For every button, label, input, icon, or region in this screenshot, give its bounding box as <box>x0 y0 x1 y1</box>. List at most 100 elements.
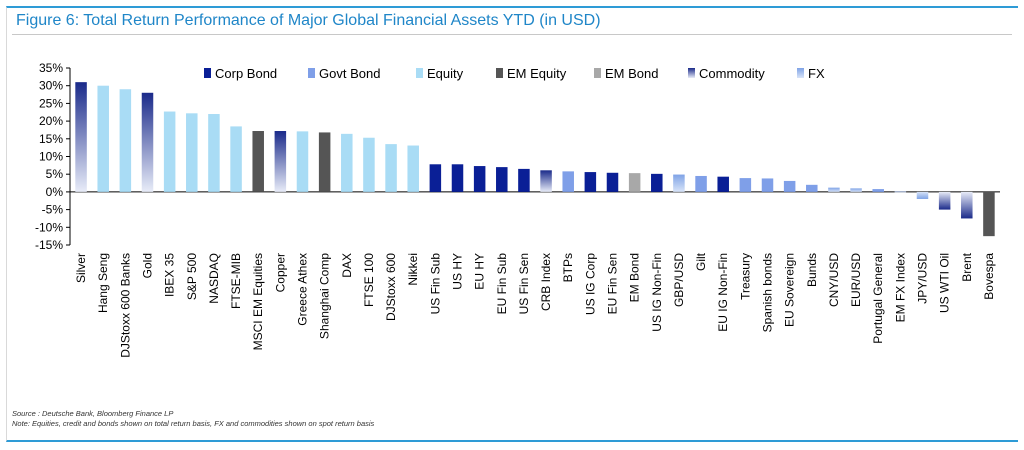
bar <box>938 191 951 210</box>
bar <box>451 164 464 192</box>
methodology-note: Note: Equities, credit and bonds shown o… <box>12 419 375 428</box>
bar <box>961 191 973 219</box>
x-tick-label: Spanish bonds <box>761 253 775 332</box>
bar <box>584 172 597 192</box>
legend-label: Commodity <box>699 66 765 81</box>
legend-swatch <box>688 68 695 78</box>
bar <box>606 172 619 192</box>
x-tick-label: US Fin Sub <box>428 253 442 315</box>
x-tick-label: GBP/USD <box>672 253 686 307</box>
bar <box>363 137 375 192</box>
bar <box>806 184 818 192</box>
y-tick-label: -10% <box>35 220 63 234</box>
bar <box>828 187 840 192</box>
bar <box>916 191 929 199</box>
x-tick-label: US Fin Sen <box>517 253 531 314</box>
title-divider <box>12 34 1012 35</box>
x-tick-label: EM FX Index <box>893 253 907 322</box>
bar <box>141 92 154 192</box>
x-axis-labels: Silver Hang Seng DJStoxx 600 Banks Gold IBEX… <box>74 252 996 357</box>
source-note: Source : Deutsche Bank, Bloomberg Financ… <box>12 409 174 418</box>
x-tick-label: Gold <box>141 253 155 278</box>
x-tick-label: Gilt <box>694 252 708 271</box>
y-tick-label: 5% <box>46 167 64 181</box>
y-axis: 35% 30% 25% 20% 15% 10% 5% 0% -5% -10% -15% <box>35 61 1000 252</box>
x-tick-label: FTSE-MIB <box>229 253 243 309</box>
legend-swatch <box>416 68 423 78</box>
bar <box>252 131 264 192</box>
bar <box>341 133 353 192</box>
bar <box>540 170 552 192</box>
bar <box>783 180 796 192</box>
bar <box>651 173 663 192</box>
bar <box>983 191 995 237</box>
legend-label: Equity <box>427 66 464 81</box>
x-tick-label: CNY/USD <box>827 253 841 307</box>
x-tick-label: Copper <box>273 253 287 292</box>
x-tick-label: US IG Non-Fin <box>650 253 664 332</box>
x-tick-label: S&P 500 <box>185 253 199 300</box>
x-tick-label: EU Fin Sub <box>495 253 509 315</box>
x-tick-label: EU IG Non-Fin <box>716 253 730 332</box>
bar <box>496 167 508 192</box>
x-tick-label: Silver <box>74 253 88 283</box>
legend-label: FX <box>808 66 825 81</box>
x-tick-label: NASDAQ <box>207 253 221 304</box>
x-tick-label: Treasury <box>738 253 752 300</box>
y-tick-label: 20% <box>39 114 63 128</box>
bar <box>850 188 862 192</box>
x-tick-label: IBEX 35 <box>163 253 177 297</box>
x-tick-label: Nikkei <box>406 253 420 286</box>
bar <box>673 174 685 192</box>
bar <box>119 89 132 192</box>
y-tick-label: 25% <box>39 96 63 110</box>
bar <box>473 166 486 192</box>
bar <box>208 114 220 192</box>
legend-swatch <box>496 68 503 78</box>
bar <box>97 85 109 192</box>
bar <box>695 175 707 192</box>
bar <box>230 126 242 192</box>
x-tick-label: Hang Seng <box>96 253 110 313</box>
bar <box>163 111 176 192</box>
bar <box>385 144 397 192</box>
x-tick-label: FTSE 100 <box>362 253 376 307</box>
x-tick-label: Shanghai Comp <box>318 253 332 339</box>
x-tick-label: EU HY <box>473 253 487 290</box>
bar <box>296 131 309 192</box>
bar <box>518 168 530 192</box>
legend-label: EM Equity <box>507 66 567 81</box>
bar <box>429 164 442 192</box>
legend-swatch <box>797 68 804 78</box>
x-tick-label: Bovespa <box>982 253 996 300</box>
figure-frame <box>6 6 1018 442</box>
y-tick-label: 10% <box>39 150 63 164</box>
y-tick-label: 15% <box>39 132 63 146</box>
x-tick-label: EM Bond <box>628 253 642 302</box>
legend-label: Govt Bond <box>319 66 380 81</box>
bar <box>186 113 198 192</box>
x-tick-label: DJStoxx 600 <box>384 253 398 321</box>
legend-swatch <box>204 68 211 78</box>
x-tick-label: EU Fin Sen <box>606 253 620 314</box>
x-tick-label: CRB Index <box>539 253 553 311</box>
x-tick-label: Portugal General <box>871 253 885 344</box>
bars-group <box>75 82 995 237</box>
legend-label: Corp Bond <box>215 66 277 81</box>
bar <box>75 82 87 192</box>
bar <box>894 191 907 193</box>
x-tick-label: EU Sovereign <box>783 253 797 327</box>
x-tick-label: US IG Corp <box>583 253 597 315</box>
legend-swatch <box>308 68 315 78</box>
legend-label: EM Bond <box>605 66 658 81</box>
x-tick-label: US HY <box>451 253 465 290</box>
x-tick-label: BTPs <box>561 253 575 282</box>
bar <box>761 178 774 192</box>
bar <box>407 145 419 192</box>
y-tick-label: -15% <box>35 238 63 252</box>
x-tick-label: Greece Athex <box>296 253 310 326</box>
chart-title: Figure 6: Total Return Performance of Ma… <box>16 12 601 29</box>
legend-swatch <box>594 68 601 78</box>
y-tick-label: 0% <box>46 185 64 199</box>
